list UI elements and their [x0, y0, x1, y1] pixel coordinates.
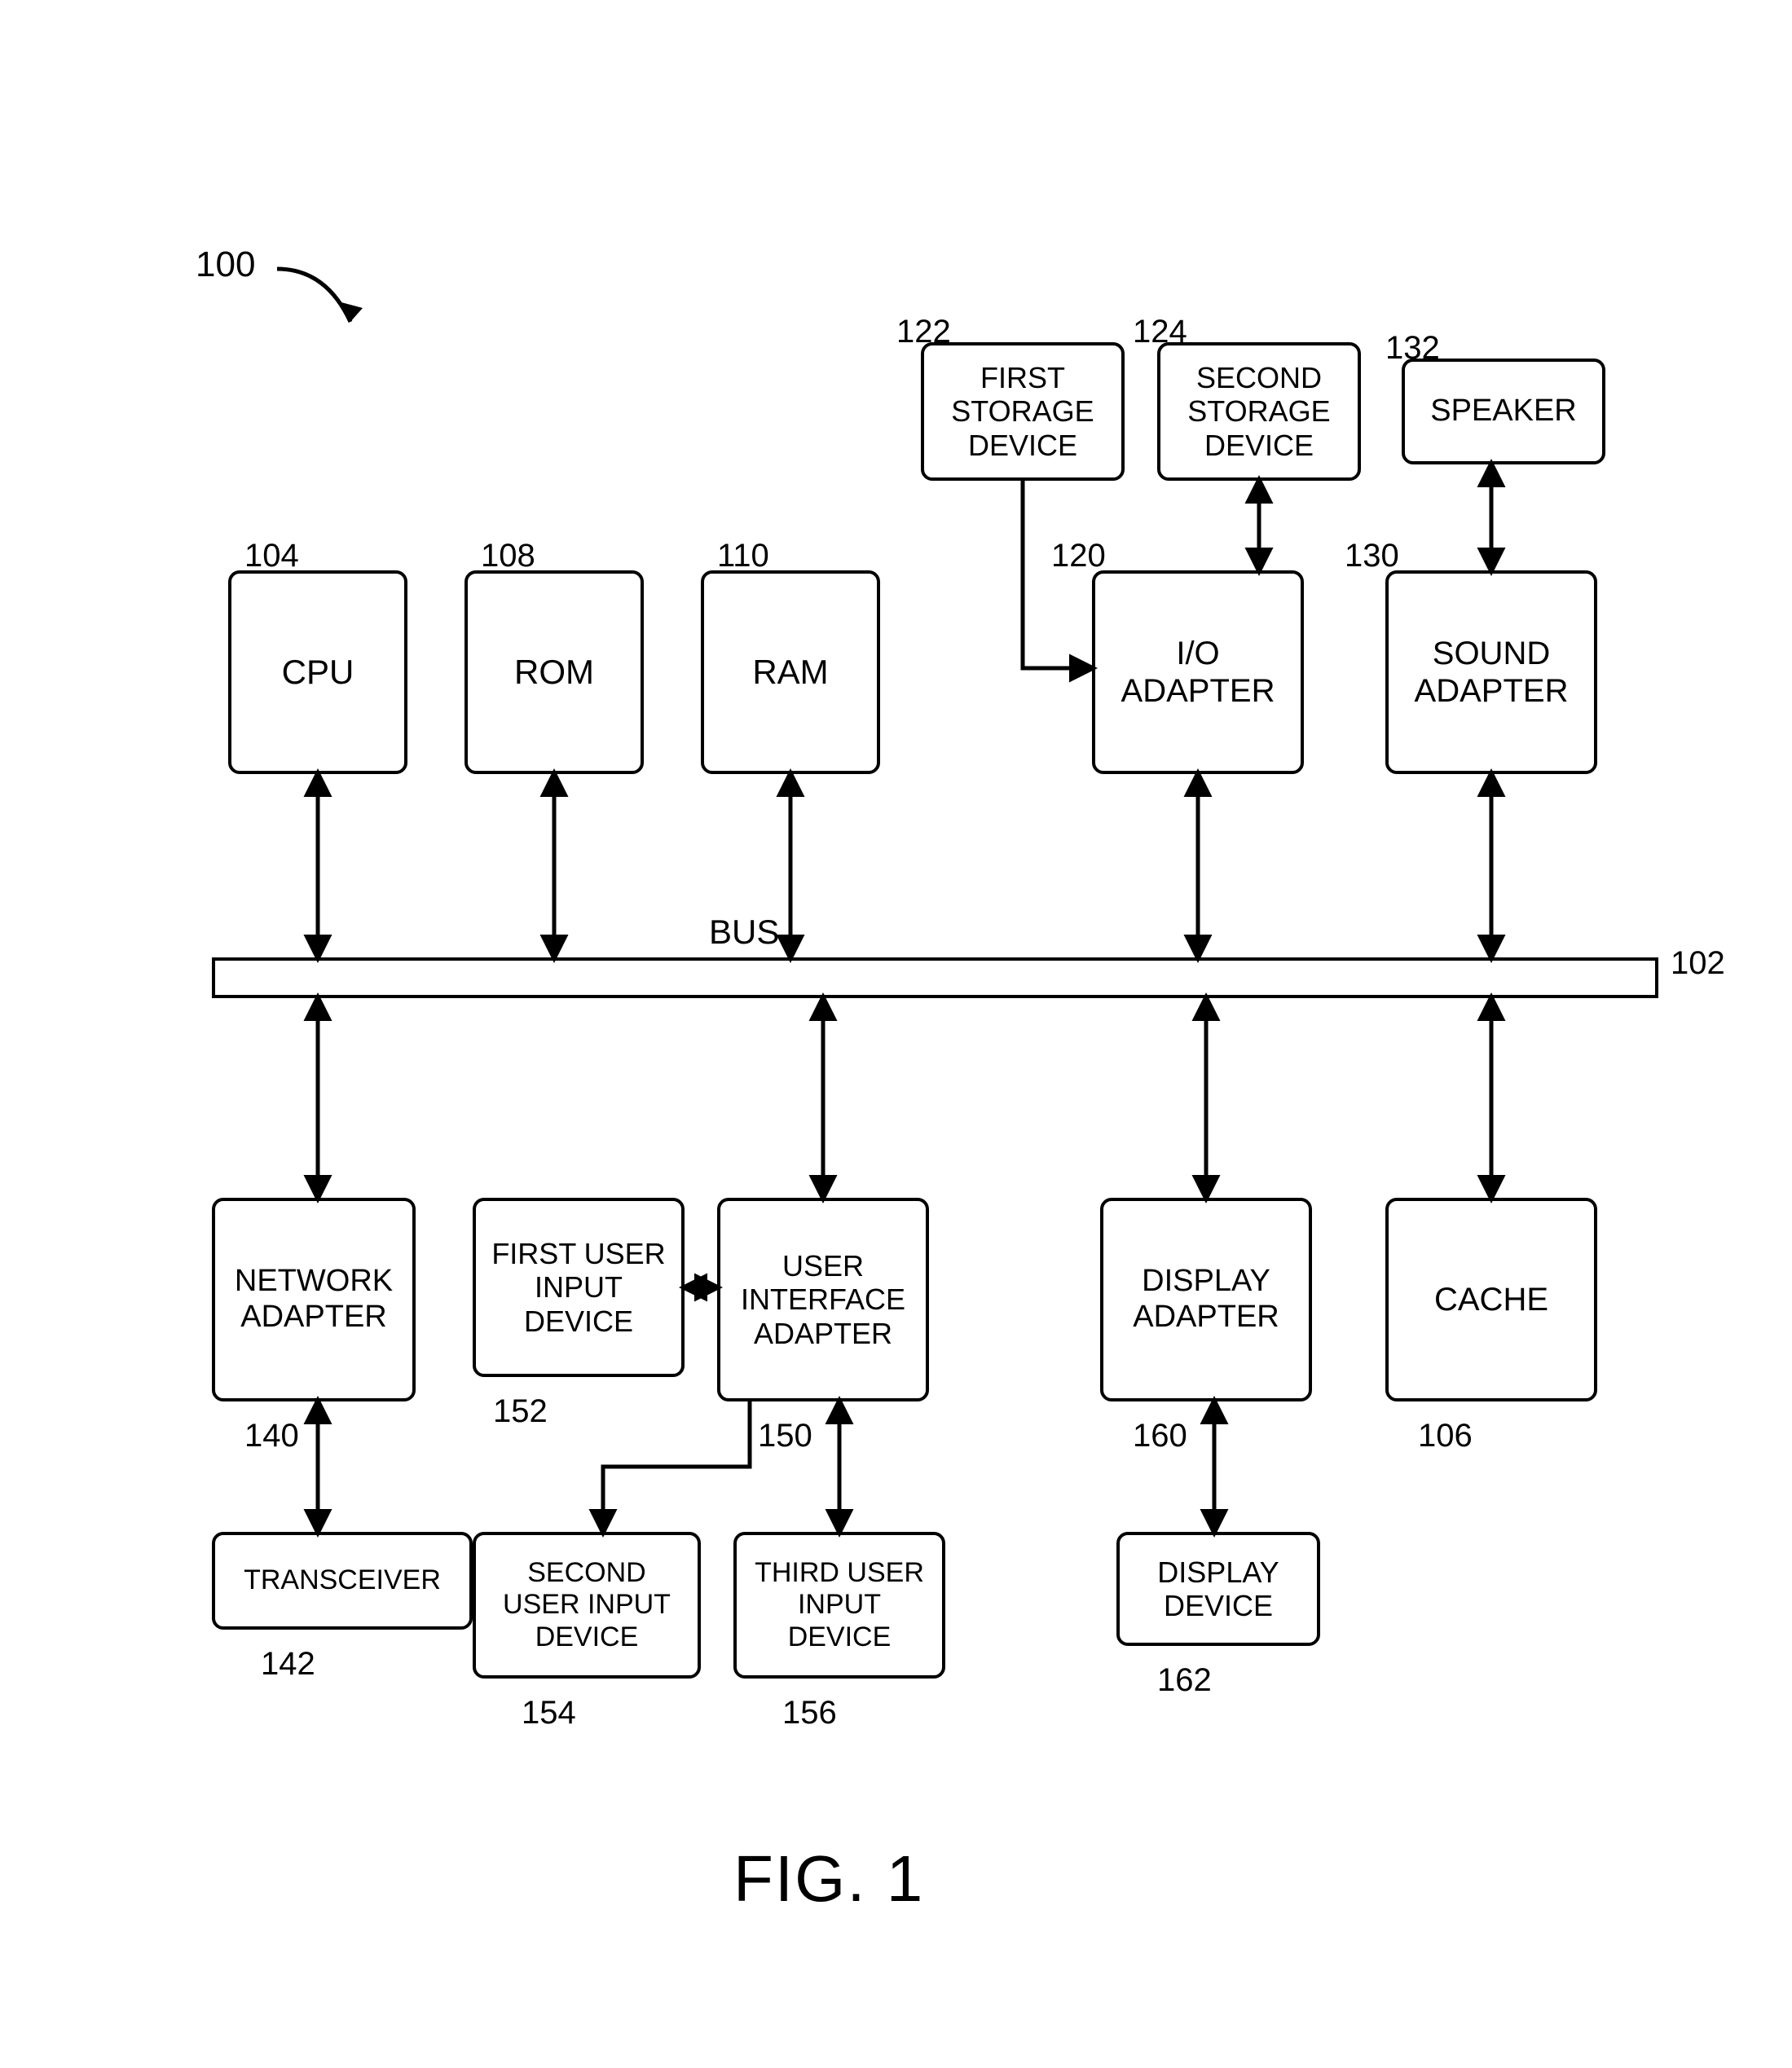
ref-152: 152: [493, 1393, 548, 1430]
ref-130: 130: [1345, 538, 1399, 574]
box-transceiver: TRANSCEIVER: [212, 1532, 473, 1630]
ref-162: 162: [1157, 1662, 1212, 1699]
ref-106: 106: [1418, 1418, 1473, 1454]
box-io_adapter: I/OADAPTER: [1092, 570, 1304, 774]
box-cache: CACHE: [1385, 1198, 1597, 1401]
box-first_user: FIRST USERINPUTDEVICE: [473, 1198, 685, 1377]
box-user_interface: USERINTERFACEADAPTER: [717, 1198, 929, 1401]
ref-160: 160: [1133, 1418, 1187, 1454]
bus-label: BUS: [709, 913, 779, 952]
arrows-layer: [0, 0, 1792, 2068]
ref-main-label: 100: [196, 244, 255, 285]
box-display_adapter: DISPLAYADAPTER: [1100, 1198, 1312, 1401]
ref-142: 142: [261, 1646, 315, 1683]
figure-label: FIG. 1: [733, 1841, 924, 1916]
box-sound_adapter: SOUNDADAPTER: [1385, 570, 1597, 774]
box-ram: RAM: [701, 570, 880, 774]
bus-bar: [212, 957, 1658, 998]
ref-104: 104: [244, 538, 299, 574]
box-cpu: CPU: [228, 570, 407, 774]
box-first_storage: FIRSTSTORAGEDEVICE: [921, 342, 1125, 481]
ref-main-arrow: [0, 0, 1792, 2068]
box-second_user: SECONDUSER INPUTDEVICE: [473, 1532, 701, 1679]
ref-156: 156: [782, 1695, 837, 1731]
ref-110: 110: [717, 538, 769, 574]
box-network_adapter: NETWORKADAPTER: [212, 1198, 416, 1401]
box-display_device: DISPLAYDEVICE: [1116, 1532, 1320, 1646]
ref-150: 150: [758, 1418, 812, 1454]
box-rom: ROM: [465, 570, 644, 774]
diagram-canvas: 100 BUS CPU ROM RAM I/OADAPTER SOUNDADAPTER F…: [0, 0, 1792, 2068]
ref-108: 108: [481, 538, 535, 574]
ref-140: 140: [244, 1418, 299, 1454]
ref-120: 120: [1051, 538, 1106, 574]
ref-132: 132: [1385, 330, 1440, 367]
ref-154: 154: [522, 1695, 576, 1731]
box-second_storage: SECONDSTORAGEDEVICE: [1157, 342, 1361, 481]
box-speaker: SPEAKER: [1402, 359, 1605, 464]
ref-122: 122: [896, 314, 951, 350]
ref-124: 124: [1133, 314, 1187, 350]
ref-102: 102: [1671, 945, 1725, 982]
box-third_user: THIRD USERINPUTDEVICE: [733, 1532, 945, 1679]
